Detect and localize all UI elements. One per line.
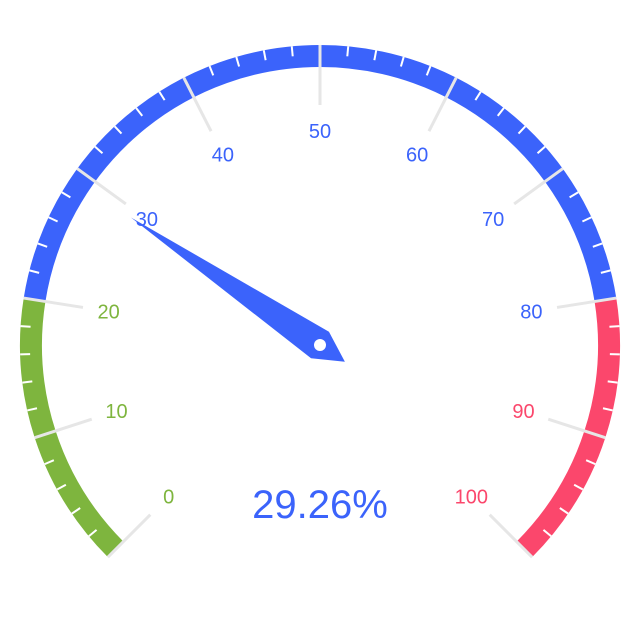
minor-tick [602,407,613,412]
tick-label: 70 [482,209,504,231]
minor-tick [44,459,55,466]
minor-tick [262,50,267,61]
minor-tick [373,50,378,61]
major-tick [106,513,152,559]
tick-label: 80 [520,302,542,324]
tick-label: 0 [163,486,174,508]
minor-tick [542,529,552,537]
minor-tick [113,125,123,135]
minor-tick [88,529,98,537]
tick-label: 100 [455,486,488,508]
minor-tick [569,191,579,199]
minor-tick [56,483,67,491]
tick-label: 20 [98,302,120,324]
pointer-hub [314,339,326,351]
minor-tick [235,56,241,67]
minor-tick [573,483,584,491]
minor-tick [22,380,33,384]
minor-tick [37,242,48,248]
minor-tick [346,46,350,57]
minor-tick [585,459,596,466]
minor-tick [609,325,620,328]
major-tick [488,513,534,559]
minor-tick [48,216,59,223]
minor-tick [592,242,603,248]
minor-tick [559,507,569,515]
minor-tick [536,145,546,154]
minor-tick [94,145,104,154]
minor-tick [71,507,81,515]
major-tick [23,296,84,309]
tick-label: 40 [212,144,234,166]
minor-tick [208,65,215,76]
major-ticks [23,45,617,559]
minor-tick [607,380,618,384]
minor-tick [425,65,432,76]
tick-label: 30 [136,209,158,231]
minor-tick [158,91,166,101]
pointer-needle [130,217,345,362]
minor-tick [600,269,611,274]
tick-labels: 0 10 20 30 40 50 60 70 80 90 100 [98,121,543,508]
minor-tick [496,107,505,117]
major-tick [556,296,617,309]
minor-tick [29,269,40,274]
gauge-pointer [130,217,345,362]
major-tick [427,77,458,132]
tick-label: 50 [309,121,331,143]
gauge-detail-value: 29.26% [252,483,388,527]
minor-tick [20,325,31,328]
major-tick [182,77,213,132]
minor-tick [581,216,592,223]
minor-tick [474,91,482,101]
tick-label: 60 [406,144,428,166]
minor-tick [290,46,294,57]
major-tick [547,417,606,440]
tick-label: 10 [105,401,127,423]
major-tick [76,167,127,206]
minor-tick [61,191,71,199]
tick-label: 90 [512,401,534,423]
major-tick [34,417,93,440]
major-tick [513,167,564,206]
minor-tick [517,125,527,135]
minor-tick [399,56,405,67]
minor-tick [27,407,38,412]
minor-tick [135,107,144,117]
